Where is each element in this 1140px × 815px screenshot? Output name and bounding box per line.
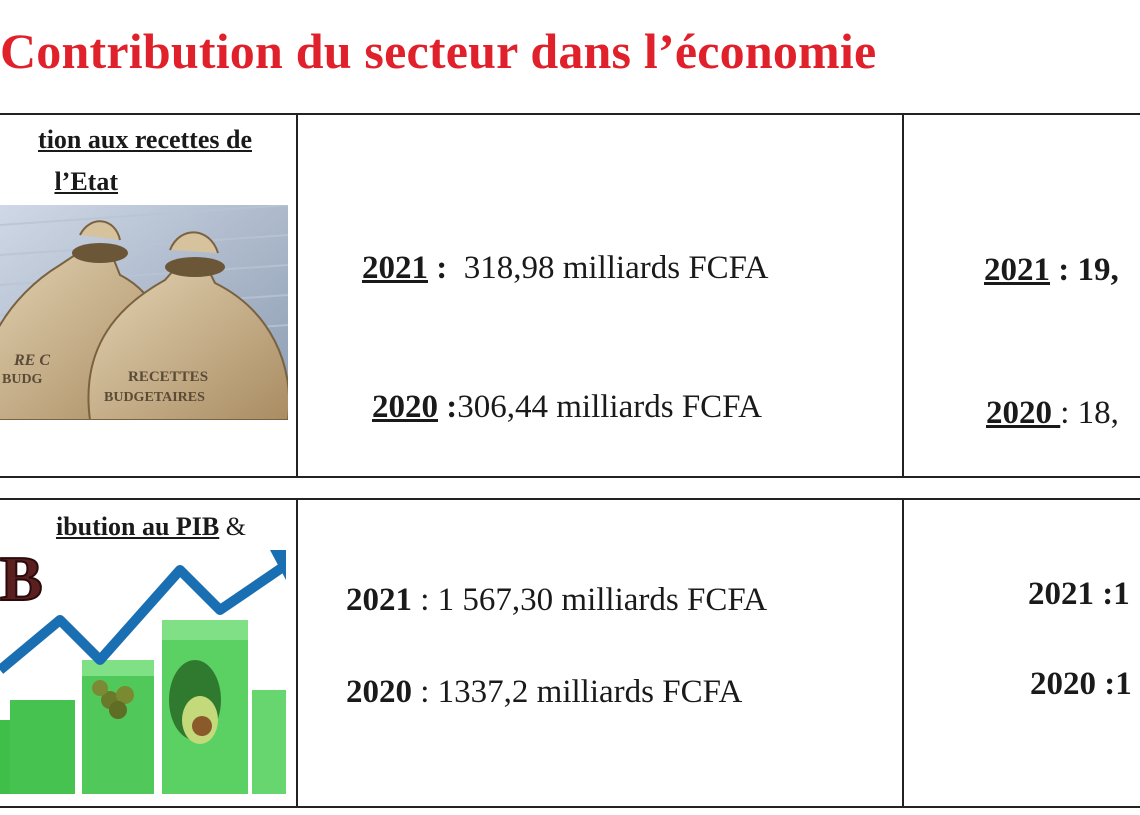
row2-label-cell: ibution au PIB & B bbox=[0, 500, 296, 806]
row2-values-cell: 2021 : 1 567,30 milliards FCFA 2020 : 13… bbox=[298, 500, 902, 806]
row2-label: ibution au PIB & bbox=[55, 512, 246, 541]
year-2020-label: 2020 bbox=[372, 389, 438, 425]
bag-text-left: RE C bbox=[13, 352, 50, 369]
pib-growth-image: B bbox=[0, 550, 286, 794]
pib-letter: B bbox=[0, 550, 43, 614]
row2-2020-line: 2020 : 1337,2 milliards FCFA bbox=[346, 674, 742, 711]
svg-text:BUDG: BUDG bbox=[2, 372, 43, 387]
row2-border-top bbox=[0, 498, 1140, 500]
row1-2021-line: 2021 : 318,98 milliards FCFA bbox=[362, 250, 769, 286]
money-bags-illustration: RE C BUDG RECETTES BUDGETAIRES bbox=[0, 205, 288, 420]
row2-2021-line: 2021 : 1 567,30 milliards FCFA bbox=[346, 582, 767, 619]
row1-values-cell: 2021 : 318,98 milliards FCFA 2020 :306,4… bbox=[298, 115, 902, 476]
pib-year-2021: 2021 bbox=[346, 582, 412, 618]
row1-col3-2020-line: 2020 : 18, bbox=[986, 395, 1119, 431]
col-divider-2-row1 bbox=[902, 113, 904, 478]
recettes-2021-value: 318,98 milliards FCFA bbox=[463, 250, 769, 286]
pib-2021-value: : 1 567,30 milliards FCFA bbox=[412, 582, 768, 618]
row1-label-line1: tion aux recettes de bbox=[38, 125, 252, 154]
row1-border-bottom bbox=[0, 476, 1140, 478]
page-title: Contribution du secteur dans l’économie bbox=[0, 23, 877, 79]
row1-label-line2: l’Etat bbox=[54, 167, 118, 196]
pib-2020-value: : 1337,2 milliards FCFA bbox=[412, 674, 743, 710]
svg-text:BUDGETAIRES: BUDGETAIRES bbox=[104, 390, 205, 405]
col-divider-1-row2 bbox=[296, 498, 298, 808]
row1-label-cell: tion aux recettes de l’Etat bbox=[0, 115, 296, 476]
table-border-top bbox=[0, 113, 1140, 115]
pib-chart-illustration: B bbox=[0, 550, 286, 794]
recettes-2020-value: 306,44 milliards FCFA bbox=[457, 389, 762, 425]
year-2021-label: 2021 bbox=[362, 250, 428, 286]
pib-year-2020: 2020 bbox=[346, 674, 412, 710]
budget-bags-image: RE C BUDG RECETTES BUDGETAIRES bbox=[0, 205, 288, 420]
col-divider-1-row1 bbox=[296, 113, 298, 478]
row1-col3-cell: 2021 : 19, 2020 : 18, bbox=[904, 115, 1140, 476]
row2-col3-2021: 2021 :1 bbox=[1028, 576, 1130, 612]
table-border-bottom bbox=[0, 806, 1140, 808]
row2-col3-cell: 2021 :1 2020 :1 bbox=[904, 500, 1140, 806]
row2-col3-2020: 2020 :1 bbox=[1030, 666, 1132, 702]
bag-text-right: RECETTES bbox=[128, 369, 208, 385]
row1-2020-line: 2020 :306,44 milliards FCFA bbox=[372, 389, 762, 425]
row1-col3-2021-line: 2021 : 19, bbox=[984, 252, 1119, 288]
col-divider-2-row2 bbox=[902, 498, 904, 808]
